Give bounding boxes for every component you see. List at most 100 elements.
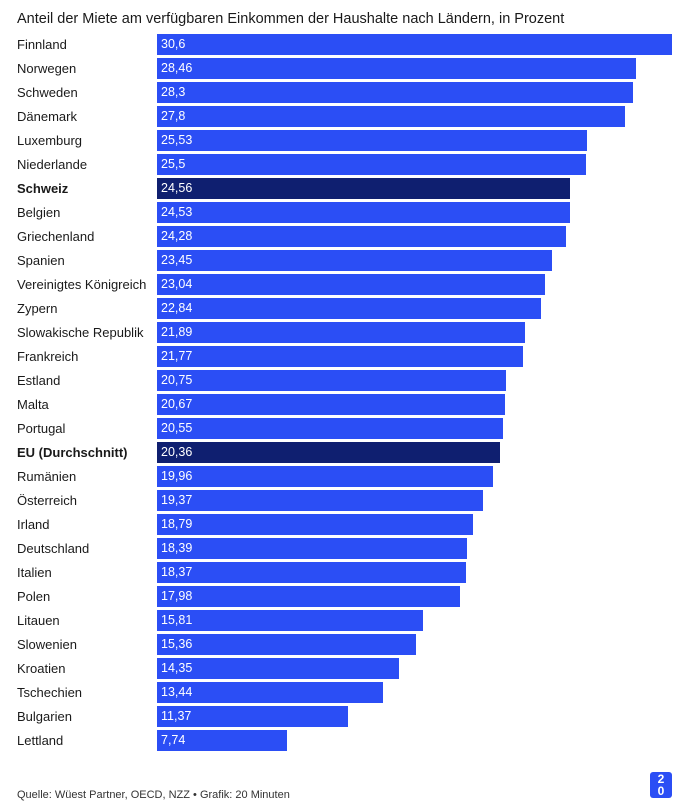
value-label: 14,35 <box>161 661 193 675</box>
bar-row: Litauen 15,81 <box>0 610 676 634</box>
value-label: 20,55 <box>161 421 193 435</box>
bar <box>157 154 586 175</box>
bar-row: Finnland 30,6 <box>0 34 676 58</box>
bar <box>157 274 545 295</box>
bar-row: Norwegen 28,46 <box>0 58 676 82</box>
category-label: Lettland <box>17 733 64 748</box>
bar-row: Schweden 28,3 <box>0 82 676 106</box>
category-label: Finnland <box>17 37 67 52</box>
value-label: 30,6 <box>161 37 186 51</box>
bar <box>157 202 570 223</box>
category-label: Zypern <box>17 301 58 316</box>
value-label: 18,79 <box>161 517 193 531</box>
category-label: Portugal <box>17 421 66 436</box>
bar-row: Irland 18,79 <box>0 514 676 538</box>
value-label: 19,96 <box>161 469 193 483</box>
bar-row: Bulgarien 11,37 <box>0 706 676 730</box>
bar <box>157 346 523 367</box>
bar-row: Deutschland 18,39 <box>0 538 676 562</box>
bar <box>157 34 672 55</box>
category-label: EU (Durchschnitt) <box>17 445 128 460</box>
value-label: 20,75 <box>161 373 193 387</box>
bar-row: Griechenland 24,28 <box>0 226 676 250</box>
value-label: 28,3 <box>161 85 186 99</box>
category-label: Deutschland <box>17 541 90 556</box>
value-label: 15,81 <box>161 613 193 627</box>
value-label: 27,8 <box>161 109 186 123</box>
value-label: 21,77 <box>161 349 193 363</box>
category-label: Schweiz <box>17 181 69 196</box>
value-label: 17,98 <box>161 589 193 603</box>
value-label: 23,04 <box>161 277 193 291</box>
value-label: 24,28 <box>161 229 193 243</box>
value-label: 25,5 <box>161 157 186 171</box>
bar-row: Belgien 24,53 <box>0 202 676 226</box>
bar <box>157 586 460 607</box>
bar <box>157 538 467 559</box>
category-label: Schweden <box>17 85 78 100</box>
bar-row: Frankreich 21,77 <box>0 346 676 370</box>
value-label: 11,37 <box>161 709 192 723</box>
bar <box>157 490 483 511</box>
bar <box>157 562 466 583</box>
value-label: 20,36 <box>161 445 193 459</box>
bar-row: Estland 20,75 <box>0 370 676 394</box>
bar <box>157 226 566 247</box>
value-label: 18,37 <box>161 565 193 579</box>
bar-row: Kroatien 14,35 <box>0 658 676 682</box>
bar-row: Rumänien 19,96 <box>0 466 676 490</box>
category-label: Griechenland <box>17 229 95 244</box>
bar <box>157 106 625 127</box>
bar <box>157 322 525 343</box>
bar <box>157 466 493 487</box>
value-label: 19,37 <box>161 493 193 507</box>
bar <box>157 442 500 463</box>
bar-row: Italien 18,37 <box>0 562 676 586</box>
value-label: 24,53 <box>161 205 193 219</box>
category-label: Belgien <box>17 205 61 220</box>
category-label: Norwegen <box>17 61 77 76</box>
value-label: 23,45 <box>161 253 193 267</box>
bar-row: Tschechien 13,44 <box>0 682 676 706</box>
bar-row: Zypern 22,84 <box>0 298 676 322</box>
value-label: 7,74 <box>161 733 186 747</box>
category-label: Slowenien <box>17 637 77 652</box>
value-label: 28,46 <box>161 61 193 75</box>
category-label: Vereinigtes Königreich <box>17 277 147 292</box>
category-label: Luxemburg <box>17 133 83 148</box>
category-label: Kroatien <box>17 661 66 676</box>
value-label: 25,53 <box>161 133 193 147</box>
bar-row: Luxemburg 25,53 <box>0 130 676 154</box>
bar <box>157 610 423 631</box>
category-label: Slowakische Republik <box>17 325 144 340</box>
bar-row: Slowakische Republik 21,89 <box>0 322 676 346</box>
bar <box>157 682 383 703</box>
bar <box>157 658 399 679</box>
value-label: 22,84 <box>161 301 193 315</box>
bar-row: Portugal 20,55 <box>0 418 676 442</box>
value-label: 15,36 <box>161 637 193 651</box>
bar <box>157 418 503 439</box>
value-label: 24,56 <box>161 181 193 195</box>
category-label: Spanien <box>17 253 65 268</box>
bar <box>157 178 570 199</box>
bar <box>157 82 633 103</box>
category-label: Frankreich <box>17 349 79 364</box>
chart-title: Anteil der Miete am verfügbaren Einkomme… <box>17 11 565 27</box>
bar <box>157 130 587 151</box>
value-label: 18,39 <box>161 541 193 555</box>
category-label: Dänemark <box>17 109 77 124</box>
bar <box>157 730 287 751</box>
bar-chart: Finnland 30,6 Norwegen 28,46 Schweden 28,3 Dän… <box>0 34 676 754</box>
value-label: 21,89 <box>161 325 193 339</box>
category-label: Niederlande <box>17 157 88 172</box>
category-label: Polen <box>17 589 51 604</box>
bar <box>157 514 473 535</box>
category-label: Malta <box>17 397 49 412</box>
bar <box>157 298 541 319</box>
category-label: Litauen <box>17 613 60 628</box>
bar <box>157 394 505 415</box>
category-label: Irland <box>17 517 50 532</box>
bar <box>157 250 552 271</box>
